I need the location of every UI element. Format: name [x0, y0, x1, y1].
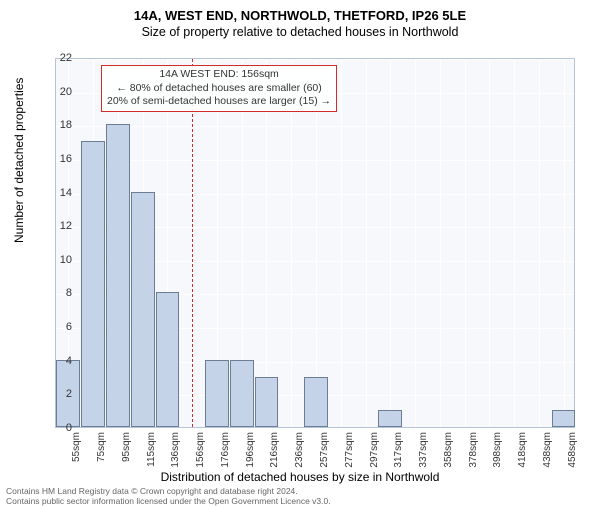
ytick-label: 22	[52, 52, 72, 64]
histogram-bar	[255, 377, 279, 427]
histogram-bar	[378, 410, 402, 427]
gridline-x	[514, 59, 515, 427]
gridline-x	[415, 59, 416, 427]
histogram-bar	[205, 360, 229, 427]
gridline-x	[564, 59, 565, 427]
ytick-label: 2	[52, 388, 72, 400]
y-axis-label: Number of detached properties	[12, 78, 26, 243]
ytick-label: 10	[52, 254, 72, 266]
ytick-label: 4	[52, 355, 72, 367]
ytick-label: 14	[52, 187, 72, 199]
chart-title-address: 14A, WEST END, NORTHWOLD, THETFORD, IP26…	[0, 8, 600, 23]
gridline-x	[539, 59, 540, 427]
histogram-bar	[230, 360, 254, 427]
gridline-x	[266, 59, 267, 427]
annotation-box: 14A WEST END: 156sqm← 80% of detached ho…	[101, 65, 337, 112]
gridline-y	[56, 59, 574, 60]
annotation-line2: ← 80% of detached houses are smaller (60…	[107, 82, 331, 96]
gridline-y	[56, 126, 574, 127]
attribution-text: Contains HM Land Registry data © Crown c…	[6, 487, 331, 507]
chart-title-desc: Size of property relative to detached ho…	[0, 25, 600, 39]
histogram-bar	[304, 377, 328, 427]
ytick-label: 20	[52, 86, 72, 98]
ytick-label: 12	[52, 220, 72, 232]
ytick-label: 0	[52, 422, 72, 434]
gridline-x	[366, 59, 367, 427]
x-axis-label: Distribution of detached houses by size …	[0, 470, 600, 484]
reference-vline	[192, 59, 193, 427]
gridline-x	[465, 59, 466, 427]
gridline-y	[56, 160, 574, 161]
gridline-x	[489, 59, 490, 427]
gridline-x	[390, 59, 391, 427]
gridline-y	[56, 429, 574, 430]
gridline-x	[291, 59, 292, 427]
ytick-label: 18	[52, 119, 72, 131]
gridline-x	[316, 59, 317, 427]
annotation-line3: 20% of semi-detached houses are larger (…	[107, 95, 331, 109]
gridline-x	[341, 59, 342, 427]
gridline-x	[440, 59, 441, 427]
ytick-label: 16	[52, 153, 72, 165]
histogram-bar	[131, 192, 155, 427]
ytick-label: 6	[52, 321, 72, 333]
plot-area: 14A WEST END: 156sqm← 80% of detached ho…	[55, 58, 575, 428]
ytick-label: 8	[52, 287, 72, 299]
histogram-bar	[552, 410, 576, 427]
histogram-bar	[156, 292, 180, 427]
attribution-line2: Contains public sector information licen…	[6, 497, 331, 507]
annotation-line1: 14A WEST END: 156sqm	[107, 68, 331, 82]
histogram-bar	[106, 124, 130, 427]
histogram-bar	[81, 141, 105, 427]
chart-area: 14A WEST END: 156sqm← 80% of detached ho…	[55, 58, 575, 428]
